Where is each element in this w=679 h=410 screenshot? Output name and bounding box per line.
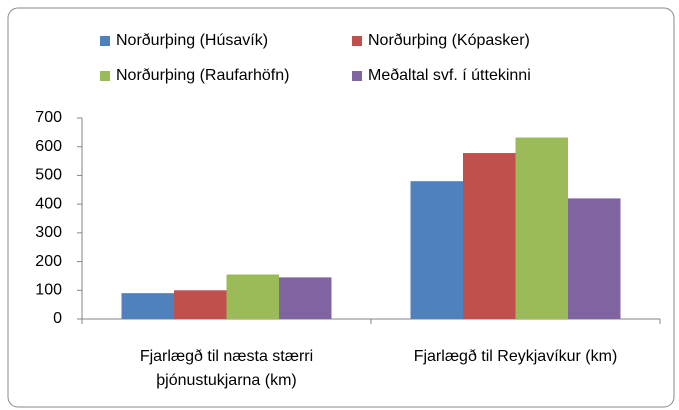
legend-swatch: [352, 36, 362, 46]
legend-swatch: [100, 71, 110, 81]
y-tick-label: 100: [35, 282, 62, 299]
y-tick-label: 400: [35, 195, 62, 212]
y-tick-label: 500: [35, 167, 62, 184]
x-tick-label: Fjarlægð til næsta stærri þjónustukjarna…: [139, 348, 314, 389]
bar: [279, 277, 332, 319]
bar: [515, 137, 568, 319]
bar: [410, 181, 463, 319]
legend-swatch: [352, 71, 362, 81]
y-tick-label: 700: [35, 109, 62, 126]
legend-label: Norðurþing (Kópasker): [368, 32, 530, 49]
x-tick-label: Fjarlægð til Reykjavíkur (km): [413, 348, 618, 365]
bar: [226, 274, 279, 319]
legend-label: Meðaltal svf. í úttekinni: [368, 67, 531, 84]
bar: [174, 290, 227, 319]
y-tick-label: 200: [35, 253, 62, 270]
legend-label: Norðurþing (Húsavík): [116, 32, 268, 49]
bar: [121, 293, 174, 319]
bar: [463, 153, 516, 319]
legend-swatch: [100, 36, 110, 46]
y-tick-label: 0: [53, 310, 62, 327]
y-tick-label: 600: [35, 138, 62, 155]
legend-label: Norðurþing (Raufarhöfn): [116, 67, 289, 84]
y-tick-label: 300: [35, 224, 62, 241]
bar: [568, 198, 621, 319]
